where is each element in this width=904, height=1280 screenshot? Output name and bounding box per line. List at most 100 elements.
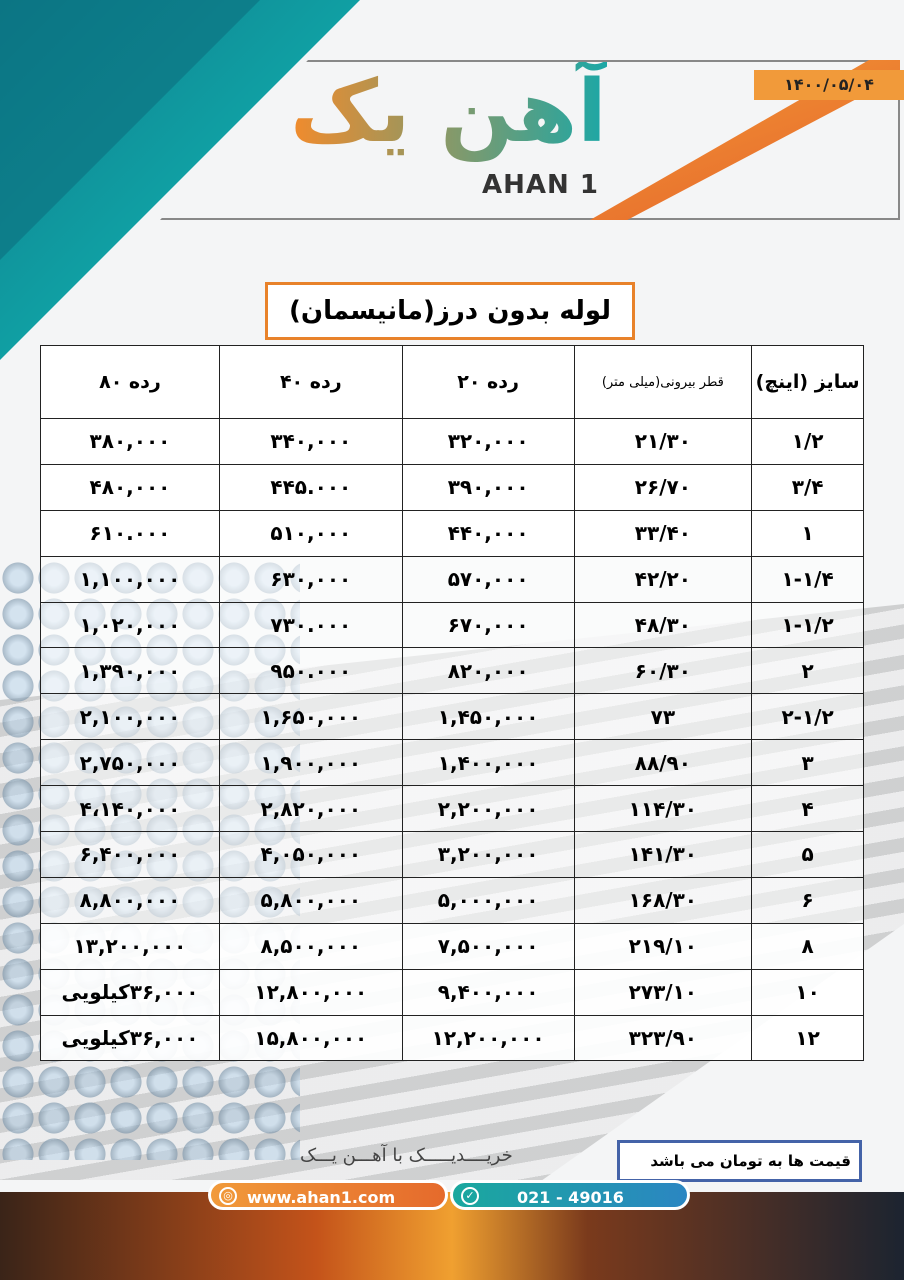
table-row: ۲ ۶۰/۳۰ ۸۲۰,۰۰۰ ۹۵۰.۰۰۰ ۱,۳۹۰,۰۰۰ [40,647,864,695]
phone-text: 021 - 49016 [517,1188,624,1207]
price-table: سایز (اینچ) قطر بیرونی(میلی متر) رده ۲۰ … [40,345,864,1062]
cell-sch80: ۳۶,۰۰۰کیلویی [40,968,220,1016]
cell-outer-diameter: ۲۱۹/۱۰ [573,922,753,970]
table-row: ۸ ۲۱۹/۱۰ ۷,۵۰۰,۰۰۰ ۸,۵۰۰,۰۰۰ ۱۳,۲۰۰,۰۰۰ [40,922,864,970]
cell-sch80: ۱,۰۲۰,۰۰۰ [40,601,220,649]
cell-sch40: ۱,۶۵۰,۰۰۰ [218,693,403,741]
cell-sch80: ۶,۴۰۰,۰۰۰ [40,831,220,878]
cell-size: ۱-۱/۲ [751,601,864,649]
slogan: خریــــدیـــــک با آهـــن یـــک [300,1145,513,1166]
header-frame-lines [160,60,900,220]
cell-sch20: ۳,۲۰۰,۰۰۰ [401,831,575,878]
cell-outer-diameter: ۴۲/۲۰ [573,555,753,603]
cell-sch20: ۵۷۰,۰۰۰ [401,555,575,603]
cell-sch40: ۹۵۰.۰۰۰ [218,647,403,695]
cell-sch80: ۴،۱۴۰,۰۰۰ [40,785,220,833]
cell-sch40: ۶۳۰,۰۰۰ [218,555,403,603]
cell-sch80: ۴۸۰,۰۰۰ [40,463,220,511]
cell-size: ۳/۴ [751,463,864,511]
cell-sch80: ۱,۳۹۰,۰۰۰ [40,647,220,695]
cell-sch40: ۷۳۰.۰۰۰ [218,601,403,649]
table-row: ۵ ۱۴۱/۳۰ ۳,۲۰۰,۰۰۰ ۴,۰۵۰,۰۰۰ ۶,۴۰۰,۰۰۰ [40,831,864,878]
col-sch20: رده ۲۰ [401,345,575,419]
date-badge: ۱۴۰۰/۰۵/۰۴ [754,70,904,100]
cell-sch80: ۶۱۰.۰۰۰ [40,509,220,557]
cell-sch20: ۵,۰۰۰,۰۰۰ [401,876,575,924]
table-row: ۱-۱/۴ ۴۲/۲۰ ۵۷۰,۰۰۰ ۶۳۰,۰۰۰ ۱,۱۰۰,۰۰۰ [40,555,864,603]
col-size: سایز (اینچ) [751,345,864,419]
cell-sch40: ۱۵,۸۰۰,۰۰۰ [218,1014,403,1062]
cell-size: ۳ [751,739,864,787]
cell-outer-diameter: ۸۸/۹۰ [573,739,753,787]
cell-outer-diameter: ۴۸/۳۰ [573,601,753,649]
cell-sch80: ۱,۱۰۰,۰۰۰ [40,555,220,603]
cell-outer-diameter: ۷۳ [573,693,753,741]
cell-sch40: ۴۴۵.۰۰۰ [218,463,403,511]
col-outer-diameter: قطر بیرونی(میلی متر) [573,345,753,419]
cell-size: ۶ [751,876,864,924]
cell-sch80: ۲,۱۰۰,۰۰۰ [40,693,220,741]
cell-outer-diameter: ۶۰/۳۰ [573,647,753,695]
cell-sch80: ۸,۸۰۰,۰۰۰ [40,876,220,924]
cell-size: ۱/۲ [751,418,864,465]
cell-sch40: ۱,۹۰۰,۰۰۰ [218,739,403,787]
table-row: ۱۰ ۲۷۳/۱۰ ۹,۴۰۰,۰۰۰ ۱۲,۸۰۰,۰۰۰ ۳۶,۰۰۰کیلویی [40,968,864,1016]
page-title: لوله بدون درز(مانیسمان) [265,282,635,340]
table-row: ۳ ۸۸/۹۰ ۱,۴۰۰,۰۰۰ ۱,۹۰۰,۰۰۰ ۲,۷۵۰,۰۰۰ [40,739,864,787]
table-header-row: سایز (اینچ) قطر بیرونی(میلی متر) رده ۲۰ … [40,345,864,419]
cell-size: ۸ [751,922,864,970]
cell-outer-diameter: ۱۶۸/۳۰ [573,876,753,924]
col-sch40: رده ۴۰ [218,345,403,419]
cell-sch20: ۱۲,۲۰۰,۰۰۰ [401,1014,575,1062]
cell-size: ۱۰ [751,968,864,1016]
globe-icon: ◎ [219,1187,237,1205]
cell-outer-diameter: ۱۱۴/۳۰ [573,785,753,833]
cell-sch80: ۳۸۰,۰۰۰ [40,418,220,465]
currency-note: قیمت ها به تومان می باشد [617,1140,862,1182]
cell-sch20: ۶۷۰,۰۰۰ [401,601,575,649]
cell-size: ۱۲ [751,1014,864,1062]
cell-sch20: ۷,۵۰۰,۰۰۰ [401,922,575,970]
logo-english-text: AHAN 1 [482,170,599,200]
cell-sch20: ۳۹۰,۰۰۰ [401,463,575,511]
cell-sch40: ۴,۰۵۰,۰۰۰ [218,831,403,878]
cell-size: ۲ [751,647,864,695]
table-row: ۱۲ ۳۲۳/۹۰ ۱۲,۲۰۰,۰۰۰ ۱۵,۸۰۰,۰۰۰ ۳۶,۰۰۰کیلویی [40,1014,864,1062]
cell-sch40: ۸,۵۰۰,۰۰۰ [218,922,403,970]
cell-outer-diameter: ۳۲۳/۹۰ [573,1014,753,1062]
col-sch80: رده ۸۰ [40,345,220,419]
cell-sch20: ۸۲۰,۰۰۰ [401,647,575,695]
cell-size: ۵ [751,831,864,878]
table-row: ۳/۴ ۲۶/۷۰ ۳۹۰,۰۰۰ ۴۴۵.۰۰۰ ۴۸۰,۰۰۰ [40,463,864,511]
cell-size: ۱ [751,509,864,557]
table-row: ۱-۱/۲ ۴۸/۳۰ ۶۷۰,۰۰۰ ۷۳۰.۰۰۰ ۱,۰۲۰,۰۰۰ [40,601,864,649]
cell-outer-diameter: ۲۷۳/۱۰ [573,968,753,1016]
table-row: ۲-۱/۲ ۷۳ ۱,۴۵۰,۰۰۰ ۱,۶۵۰,۰۰۰ ۲,۱۰۰,۰۰۰ [40,693,864,741]
phone-link[interactable]: ✓ 021 - 49016 [450,1180,690,1210]
cell-sch20: ۳۲۰,۰۰۰ [401,418,575,465]
ahan1-logo: آهن یک AHAN 1 [290,62,630,202]
cell-sch80: ۱۳,۲۰۰,۰۰۰ [40,922,220,970]
cell-sch20: ۴۴۰,۰۰۰ [401,509,575,557]
website-text: www.ahan1.com [247,1188,396,1207]
logo-persian-text: آهن یک [290,62,607,162]
cell-sch20: ۲,۲۰۰,۰۰۰ [401,785,575,833]
cell-size: ۱-۱/۴ [751,555,864,603]
cell-size: ۲-۱/۲ [751,693,864,741]
cell-sch40: ۱۲,۸۰۰,۰۰۰ [218,968,403,1016]
cell-sch40: ۳۴۰,۰۰۰ [218,418,403,465]
cell-size: ۴ [751,785,864,833]
cell-sch40: ۵۱۰,۰۰۰ [218,509,403,557]
website-link[interactable]: ◎ www.ahan1.com [208,1180,448,1210]
cell-sch40: ۲,۸۲۰,۰۰۰ [218,785,403,833]
table-row: ۶ ۱۶۸/۳۰ ۵,۰۰۰,۰۰۰ ۵,۸۰۰,۰۰۰ ۸,۸۰۰,۰۰۰ [40,876,864,924]
cell-outer-diameter: ۲۱/۳۰ [573,418,753,465]
cell-sch20: ۹,۴۰۰,۰۰۰ [401,968,575,1016]
table-row: ۴ ۱۱۴/۳۰ ۲,۲۰۰,۰۰۰ ۲,۸۲۰,۰۰۰ ۴،۱۴۰,۰۰۰ [40,785,864,833]
cell-outer-diameter: ۱۴۱/۳۰ [573,831,753,878]
table-row: ۱ ۳۳/۴۰ ۴۴۰,۰۰۰ ۵۱۰,۰۰۰ ۶۱۰.۰۰۰ [40,509,864,557]
cell-outer-diameter: ۲۶/۷۰ [573,463,753,511]
cell-outer-diameter: ۳۳/۴۰ [573,509,753,557]
cell-sch40: ۵,۸۰۰,۰۰۰ [218,876,403,924]
cell-sch80: ۲,۷۵۰,۰۰۰ [40,739,220,787]
